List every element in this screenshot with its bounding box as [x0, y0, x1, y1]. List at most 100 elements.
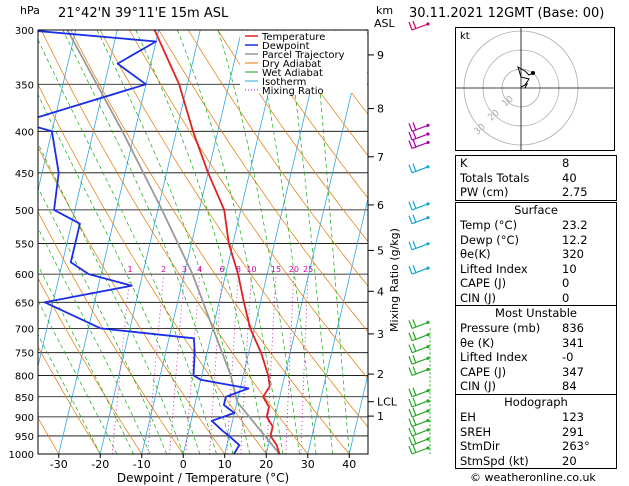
isotherm-line	[224, 30, 326, 454]
pressure-tick-label: 550	[15, 239, 34, 250]
wind-barb	[408, 426, 430, 437]
mixing-ratio-label: 15	[271, 265, 281, 274]
legend-mixing-ratio: Mixing Ratio	[262, 86, 324, 97]
height-tick-label: 8	[377, 103, 384, 116]
x-tick-label: 0	[180, 458, 187, 471]
credit-text[interactable]: © weatheronline.co.uk	[470, 471, 596, 484]
wind-barb	[408, 387, 430, 398]
wind-barb	[408, 200, 430, 211]
legend-dry-adiabat: Dry Adiabat	[262, 59, 321, 70]
dry-adiabat-line	[38, 146, 226, 454]
location-title: 21°42'N 39°11'E 15m ASL	[58, 6, 229, 21]
hodograph-low-trace	[520, 82, 529, 89]
wind-barb	[408, 407, 430, 418]
height-tick-label: 1	[377, 410, 384, 423]
wind-barb	[408, 139, 430, 150]
isotherm-line	[38, 30, 118, 368]
wet-adiabat-line	[135, 30, 267, 454]
mixing-ratio-axis-title: Mixing Ratio (g/kg)	[388, 228, 401, 332]
wind-barb	[408, 435, 430, 446]
hodograph-stats-title: Hodograph	[504, 395, 568, 409]
mixing-ratio-label: 1	[127, 265, 132, 274]
index-label: Totals Totals	[460, 170, 530, 185]
hodo-row: StmDir 263°	[456, 439, 618, 454]
height-tick-label: 5	[377, 244, 384, 257]
pressure-unit-label: hPa	[20, 4, 40, 17]
pressure-tick-label: 350	[15, 80, 34, 91]
index-value: 40	[562, 170, 577, 185]
dry-adiabat-line	[99, 30, 368, 428]
parcel-trajectory-line	[66, 30, 281, 454]
index-value: 8	[562, 156, 570, 170]
wet-adiabat-line	[38, 333, 101, 454]
hodo-value: 123	[562, 410, 584, 424]
mixing-ratio-line	[226, 274, 239, 454]
mixing-ratio-line	[147, 274, 164, 454]
hodograph-plot: kt 10 20 30	[455, 27, 615, 151]
dry-adiabat-line	[217, 30, 368, 243]
pressure-tick-label: 1000	[9, 450, 34, 461]
legend-dewpoint: Dewpoint	[262, 41, 310, 52]
hodo-value: 263°	[562, 439, 590, 454]
height-tick-label: 2	[377, 368, 384, 381]
surface-label: Dewp (°C)	[460, 232, 520, 247]
wind-barb	[408, 366, 430, 376]
wet-adiabat-line	[62, 30, 234, 454]
height-unit-km: km	[376, 4, 394, 17]
dry-adiabat-line	[38, 277, 143, 454]
index-row: Totals Totals 40	[456, 171, 618, 186]
mu-value: 84	[562, 379, 577, 394]
x-tick-label: 20	[259, 458, 273, 471]
dry-adiabat-line	[38, 211, 184, 454]
height-tick-label: 7	[377, 151, 384, 164]
mu-value: 836	[562, 321, 584, 335]
isotherm-line	[307, 196, 368, 454]
hodo-row: StmSpd (kt) 20	[456, 454, 618, 469]
x-tick-label: -10	[133, 458, 151, 471]
x-tick-label: 40	[342, 458, 356, 471]
wet-adiabat-line	[38, 38, 217, 454]
wet-adiabat-line	[217, 30, 300, 454]
height-tick-label: 4	[377, 285, 384, 298]
hodo-row: EH 123	[456, 410, 618, 425]
isotherm-line	[182, 30, 284, 454]
index-label: K	[460, 156, 468, 170]
dewpoint-profile-line	[38, 30, 250, 454]
isotherm-line	[38, 30, 77, 192]
most-unstable-title: Most Unstable	[495, 306, 577, 320]
wet-adiabat-line	[176, 30, 284, 454]
height-tick-label: 3	[377, 328, 384, 341]
pressure-tick-label: 300	[15, 26, 34, 37]
wet-adiabat-line	[96, 30, 251, 454]
surface-label: Temp (°C)	[460, 218, 518, 232]
mu-label: θe (K)	[460, 335, 495, 350]
mixing-ratio-line	[209, 274, 223, 454]
x-axis-title: Dewpoint / Temperature (°C)	[117, 471, 289, 485]
wind-barb	[408, 331, 430, 342]
wet-adiabat-line	[254, 30, 317, 454]
pressure-tick-label: 400	[15, 127, 34, 138]
surface-value: 10	[562, 261, 577, 276]
hodograph-unit-label: kt	[460, 31, 470, 42]
wind-barb	[408, 214, 430, 225]
wet-adiabat-line	[38, 264, 134, 454]
surface-row: θe(K) 320	[456, 247, 618, 262]
pressure-tick-label: 500	[15, 206, 34, 217]
hodo-row: SREH 291	[456, 425, 618, 440]
surface-value: 0	[562, 276, 570, 291]
mu-row: CIN (J) 84	[456, 379, 618, 394]
wind-barb	[408, 343, 430, 354]
surface-label: Lifted Index	[460, 261, 528, 276]
surface-value: 320	[562, 247, 584, 262]
surface-label: CAPE (J)	[460, 276, 507, 291]
wet-adiabat-line	[314, 30, 350, 454]
mixing-ratio-label: 2	[161, 265, 166, 274]
pressure-tick-label: 850	[15, 393, 34, 404]
wind-barb	[408, 417, 430, 428]
mu-value: 347	[562, 364, 584, 379]
wet-adiabat-line	[38, 299, 118, 454]
dry-adiabat-line	[70, 30, 350, 454]
isotherm-line	[348, 372, 368, 454]
surface-row: CAPE (J) 0	[456, 276, 618, 291]
